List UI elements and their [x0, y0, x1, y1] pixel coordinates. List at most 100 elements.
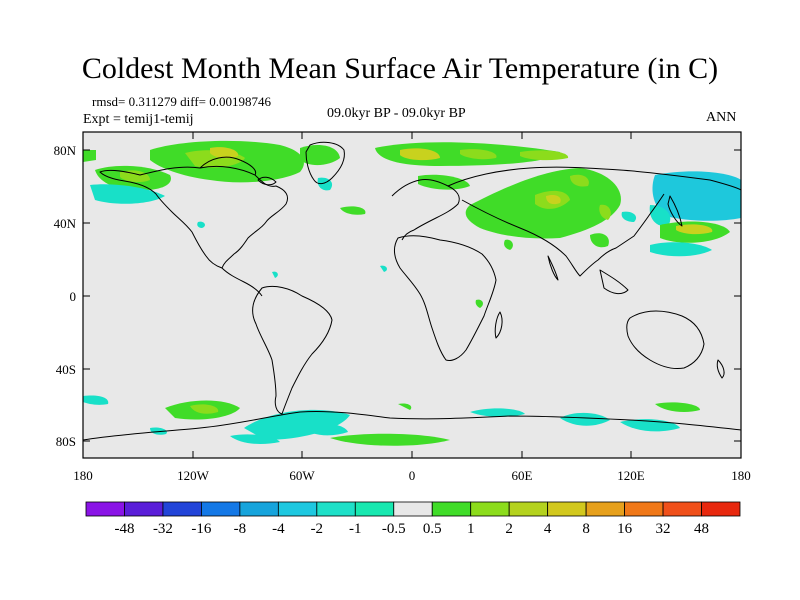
colorbar-swatch — [547, 501, 587, 517]
colorbar-swatch — [316, 501, 356, 517]
y-tick-label: 80S — [56, 434, 76, 449]
anomaly-patch — [655, 402, 700, 412]
colorbar-label: -48 — [114, 521, 134, 537]
colorbar-label: -4 — [272, 521, 285, 537]
anomaly-patch — [190, 404, 219, 414]
central-america-coast — [221, 267, 263, 297]
anomaly-patch — [546, 194, 561, 205]
chart-title: Coldest Month Mean Surface Air Temperatu… — [81, 52, 719, 85]
colorbar-swatch — [585, 501, 625, 517]
rmsd-value: rmsd= 0.311279 — [92, 94, 177, 109]
tick-marks — [83, 132, 741, 458]
period-label: 09.0kyr BP - 09.0kyr BP — [327, 106, 466, 121]
colorbar-swatch — [85, 501, 125, 517]
se-asia-coast — [599, 269, 629, 295]
new-zealand-coast — [716, 359, 725, 379]
anomaly-shading — [83, 140, 741, 446]
colorbar: -48 -32 -16 -8 -4 -2 -1 -0.5 0.5 1 2 4 8 16 32 48 — [85, 501, 741, 537]
rmsd-text: rmsd= 0.311279 diff= 0.00198746 — [92, 94, 271, 110]
anomaly-patch — [398, 403, 412, 410]
anomaly-patch — [570, 174, 589, 187]
colorbar-swatch — [624, 501, 664, 517]
colorbar-label: 16 — [617, 521, 633, 537]
anomaly-patch — [475, 299, 483, 308]
japan-coast — [667, 195, 683, 227]
x-tick-label: 0 — [409, 468, 416, 483]
colorbar-label: -8 — [234, 521, 247, 537]
colorbar-label: -2 — [311, 521, 324, 537]
colorbar-swatch — [162, 501, 202, 517]
x-tick-label: 180 — [73, 468, 93, 483]
anomaly-patch — [83, 395, 109, 405]
anomaly-patch — [504, 239, 513, 250]
greenland-coast — [305, 141, 345, 185]
south-america-coast — [252, 285, 333, 415]
anomaly-patch — [230, 434, 280, 444]
y-tick-label: 80N — [54, 143, 77, 158]
colorbar-label: -1 — [349, 521, 362, 537]
colorbar-swatch — [239, 501, 279, 517]
colorbar-swatch — [393, 501, 433, 517]
anomaly-patch — [272, 271, 278, 278]
x-tick-label: 180 — [731, 468, 751, 483]
north-america-coast — [99, 165, 289, 269]
colorbar-label: 8 — [582, 521, 590, 537]
x-tick-label: 60W — [289, 468, 315, 483]
season-label: ANN — [706, 110, 737, 125]
india-coast — [547, 255, 559, 281]
y-tick-label: 0 — [70, 289, 77, 304]
anomaly-patch — [652, 171, 741, 221]
island-coast — [257, 176, 277, 186]
colorbar-label: 0.5 — [423, 521, 442, 537]
colorbar-swatch — [277, 501, 318, 517]
colorbar-swatch — [701, 501, 741, 517]
anomaly-patch — [120, 170, 150, 183]
anomaly-patch — [418, 174, 470, 190]
colorbar-swatch — [470, 501, 510, 517]
y-tick-label: 40S — [56, 362, 76, 377]
anomaly-patch — [599, 204, 611, 220]
anomaly-patch — [380, 265, 387, 272]
australia-coast — [626, 310, 705, 369]
europe-coast — [391, 179, 460, 241]
x-tick-label: 60E — [512, 468, 533, 483]
diff-value: diff= 0.00198746 — [180, 94, 271, 109]
antarctica-coast — [83, 410, 741, 441]
colorbar-swatch — [431, 501, 472, 517]
anomaly-patch — [400, 148, 440, 161]
anomaly-patch — [621, 211, 637, 222]
anomaly-patch — [650, 242, 712, 257]
anomaly-patch — [300, 145, 340, 166]
colorbar-label: 32 — [656, 521, 671, 537]
africa-coast — [393, 235, 497, 361]
madagascar-coast — [494, 311, 503, 339]
colorbar-label: 2 — [505, 521, 513, 537]
colorbar-swatch — [124, 501, 164, 517]
colorbar-swatch — [508, 501, 549, 517]
hudson-coast — [199, 156, 257, 176]
anomaly-patch — [330, 433, 450, 446]
colorbar-label: -32 — [153, 521, 173, 537]
colorbar-swatch — [354, 501, 395, 517]
anomaly-patch — [470, 408, 525, 417]
anomaly-patch — [150, 427, 167, 435]
anomaly-patch — [460, 149, 497, 160]
colorbar-label: 48 — [694, 521, 709, 537]
colorbar-label: -16 — [191, 521, 211, 537]
colorbar-label: 4 — [544, 521, 552, 537]
anomaly-patch — [520, 150, 569, 161]
asia-south-coast — [461, 193, 665, 277]
colorbar-label: 1 — [467, 521, 475, 537]
colorbar-swatch — [662, 501, 702, 517]
anomaly-patch — [649, 205, 671, 227]
anomaly-patch — [244, 409, 350, 440]
y-tick-label: 40N — [54, 216, 77, 231]
expt-label: Expt = temij1-temij — [83, 112, 194, 127]
anomaly-patch — [90, 184, 165, 204]
anomaly-patch — [83, 150, 96, 162]
anomaly-patch — [676, 224, 713, 235]
anomaly-patch — [590, 233, 609, 248]
x-tick-label: 120E — [617, 468, 645, 483]
anomaly-patch — [300, 423, 348, 436]
